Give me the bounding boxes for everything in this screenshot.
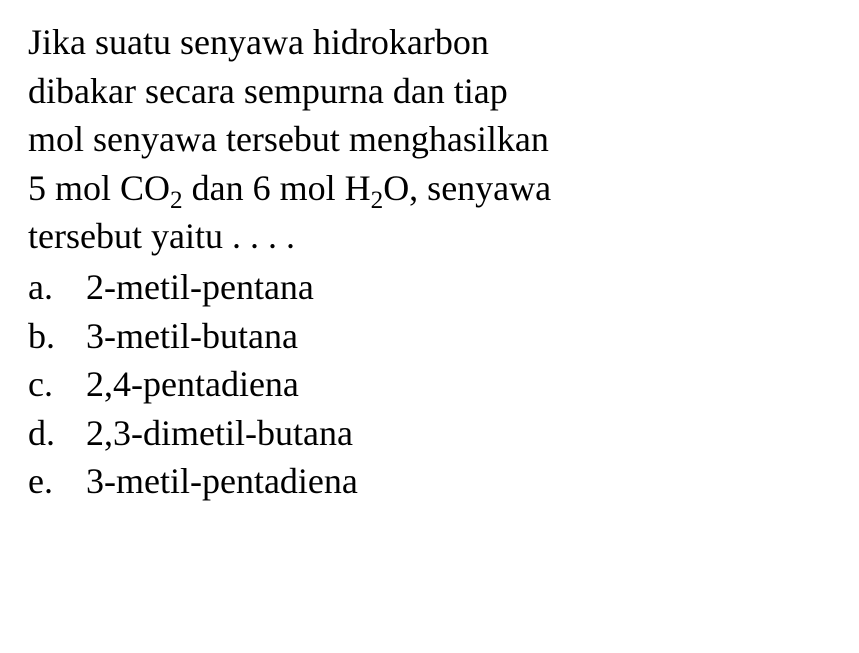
option-letter: a. (28, 263, 86, 312)
subscript: 2 (371, 187, 384, 214)
formula-part: dan 6 mol H (183, 168, 371, 208)
question-line-4: 5 mol CO2 dan 6 mol H2O, senyawa (28, 168, 551, 208)
question-stem: Jika suatu senyawa hidrokarbon dibakar s… (28, 18, 831, 261)
option-text: 3-metil-pentadiena (86, 457, 831, 506)
subscript: 2 (170, 187, 183, 214)
question-line-3: mol senyawa tersebut menghasilkan (28, 119, 549, 159)
question-container: Jika suatu senyawa hidrokarbon dibakar s… (0, 0, 859, 524)
question-line-5: tersebut yaitu . . . . (28, 216, 295, 256)
option-d: d. 2,3-dimetil-butana (28, 409, 831, 458)
option-text: 2-metil-pentana (86, 263, 831, 312)
formula-part: O, senyawa (383, 168, 551, 208)
option-letter: b. (28, 312, 86, 361)
option-text: 2,4-pentadiena (86, 360, 831, 409)
option-letter: e. (28, 457, 86, 506)
option-text: 2,3-dimetil-butana (86, 409, 831, 458)
options-list: a. 2-metil-pentana b. 3-metil-butana c. … (28, 263, 831, 506)
option-e: e. 3-metil-pentadiena (28, 457, 831, 506)
option-letter: c. (28, 360, 86, 409)
option-text: 3-metil-butana (86, 312, 831, 361)
question-line-1: Jika suatu senyawa hidrokarbon (28, 22, 489, 62)
option-a: a. 2-metil-pentana (28, 263, 831, 312)
formula-part: 5 mol CO (28, 168, 170, 208)
option-letter: d. (28, 409, 86, 458)
option-c: c. 2,4-pentadiena (28, 360, 831, 409)
option-b: b. 3-metil-butana (28, 312, 831, 361)
question-line-2: dibakar secara sempurna dan tiap (28, 71, 508, 111)
